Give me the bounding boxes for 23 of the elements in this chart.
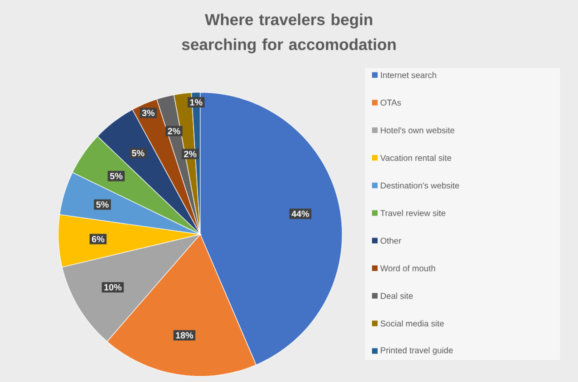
legend-label: Printed travel guide [380,347,453,355]
legend-label: Vacation rental site [380,154,452,161]
legend-label: Destination's website [380,182,460,189]
data-label: 10% [104,284,122,290]
data-label: 2% [184,150,196,158]
legend-label: Other [380,237,402,244]
data-label: 18% [176,332,194,339]
legend-label: Word of mouth [380,265,436,272]
data-label: 5% [110,172,122,180]
data-label: 44% [292,210,310,217]
legend-label: OTAs [380,100,401,106]
data-label: 5% [132,150,144,156]
legend-label: Travel review site [380,210,446,216]
legend-label: Social media site [380,320,444,327]
data-label: 5% [96,201,109,208]
data-label: 3% [142,110,155,116]
legend-label: Deal site [380,292,413,299]
data-label: 2% [168,128,180,134]
legend-label: Hotel's own website [380,127,454,134]
data-label: 1% [190,99,202,106]
chart-title: Where travelers begin searching for accomodation [182,14,396,54]
data-label: 6% [92,236,104,242]
legend-label: Internet search [380,72,436,78]
